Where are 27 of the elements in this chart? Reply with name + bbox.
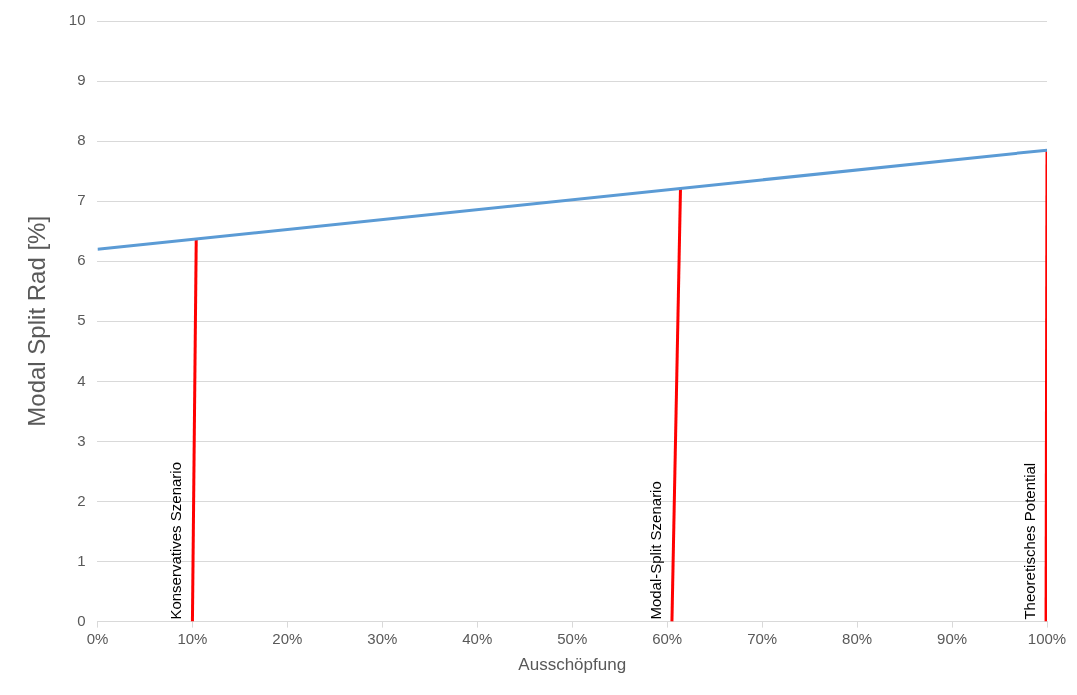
x-tick-label: 50% [557,629,588,647]
x-tick-label: 100% [1027,629,1067,647]
y-tick-label: 8 [77,131,86,149]
x-tick-label: 80% [842,629,873,647]
y-tick-label: 4 [77,371,86,389]
x-tick-label: 10% [177,629,208,647]
y-tick-label: 0 [77,611,86,629]
annotation: Konservatives Szenario [167,462,185,620]
y-tick-label: 6 [77,251,86,269]
x-tick-label: 40% [462,629,493,647]
x-tick-label: 30% [367,629,398,647]
y-tick-label: 5 [77,311,86,329]
x-tick-label: 20% [272,629,303,647]
annotation: Modal-Split Szenario [646,481,664,620]
y-tick-label: 1 [77,551,86,569]
x-tick-label: 90% [937,629,968,647]
x-axis-title: Ausschöpfung [518,655,627,675]
y-axis-title: Modal Split Rad [%] [23,215,51,427]
y-tick-label: 2 [77,491,86,509]
x-tick-label: 70% [747,629,778,647]
y-tick-label: 7 [77,191,86,209]
y-tick-label: 3 [77,431,86,449]
x-tick-label: 0% [86,629,109,647]
x-tick-label: 60% [652,629,683,647]
annotation: Theoretisches Potential [1020,462,1038,620]
y-tick-label: 9 [77,71,86,89]
y-tick-label: 10 [68,11,86,29]
